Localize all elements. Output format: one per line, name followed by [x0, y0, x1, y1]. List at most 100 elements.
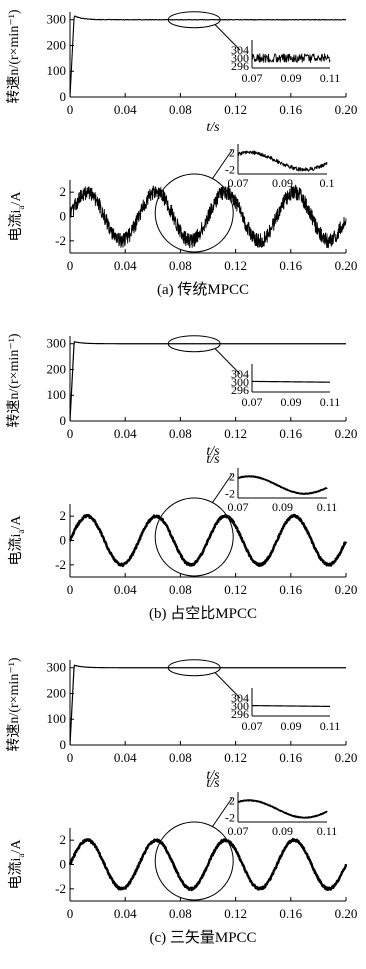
speed-zoom-ellipse: [167, 11, 221, 29]
current-y-axis-title: 电流ia/A: [8, 839, 26, 890]
current-y-tick-label: 2: [60, 184, 67, 199]
current-inset-y-tick-label: 2: [229, 793, 235, 807]
current-x-tick-label: 0.08: [169, 258, 192, 273]
current-y-axis-title: 电流ia/A: [8, 515, 26, 566]
panel-caption: (c) 三矢量MPCC: [149, 929, 256, 946]
current-x-tick-label: 0: [67, 258, 74, 273]
current-x-tick-label: 0.20: [335, 582, 358, 597]
current-y-axis-title-unit: /A: [9, 515, 24, 530]
current-zoom-leader: [211, 149, 233, 180]
speed-x-tick-label: 0.12: [224, 750, 247, 765]
current-y-tick-label: -2: [55, 881, 66, 896]
current-y-axis-title-unit: /A: [9, 839, 24, 854]
speed-inset-x-tick-label: 0.09: [281, 719, 302, 733]
speed-y-tick-label: 300: [47, 12, 67, 27]
current-inset-trace: [237, 150, 328, 172]
speed-x-tick-label: 0.20: [335, 102, 358, 117]
current-zoom-circle: [154, 821, 234, 901]
current-inset-y-tick-label: -2: [225, 487, 235, 501]
speed-y-tick-label: 100: [47, 387, 67, 402]
current-inset-y-tick-label: -2: [225, 811, 235, 825]
current-trace: [69, 184, 347, 249]
speed-x-axis-title: t/s: [206, 768, 220, 783]
speed-inset-y-tick-label: 300: [231, 51, 249, 65]
current-x-tick-label: 0.04: [114, 582, 137, 597]
current-x-tick-label: 0.16: [279, 258, 302, 273]
current-x-tick-label: 0.08: [169, 582, 192, 597]
panel-caption: (a) 传统MPCC: [157, 281, 249, 298]
speed-y-axis-title: 转速n/(r×min⁻¹): [6, 333, 22, 427]
current-x-tick-label: 0.16: [279, 582, 302, 597]
current-x-tick-label: 0.04: [114, 258, 137, 273]
current-y-tick-label: -2: [55, 233, 66, 248]
current-inset-x-axis-title: t/s: [206, 452, 220, 467]
current-y-axis-title-main: 电流i: [8, 533, 24, 565]
speed-inset-x-tick-label: 0.07: [242, 719, 263, 733]
current-x-tick-label: 0.12: [224, 582, 247, 597]
current-y-tick-label: 0: [60, 857, 67, 872]
speed-inset-y-tick-label: 304: [231, 691, 249, 705]
current-zoom-circle: [154, 173, 234, 253]
current-x-tick-label: 0.12: [224, 906, 247, 921]
current-y-tick-label: 2: [60, 508, 67, 523]
current-inset-x-tick-label: 0.09: [272, 176, 293, 190]
speed-inset-y-tick-label: 300: [231, 375, 249, 389]
speed-y-tick-label: 0: [60, 89, 67, 104]
speed-inset-y-tick-label: 300: [231, 699, 249, 713]
current-x-tick-label: 0.04: [114, 906, 137, 921]
current-x-tick-label: 0: [67, 906, 74, 921]
speed-x-axis-title: t/s: [206, 444, 220, 459]
current-y-axis-title-unit: /A: [9, 191, 24, 206]
current-y-axis-title: 电流ia/A: [8, 191, 26, 242]
current-y-axis-title-sub: a: [16, 854, 26, 858]
speed-y-tick-label: 100: [47, 711, 67, 726]
speed-trace: [69, 341, 347, 422]
speed-x-tick-label: 0: [67, 102, 74, 117]
speed-inset-x-tick-label: 0.11: [320, 395, 341, 409]
speed-y-tick-label: 300: [47, 336, 67, 351]
current-inset-x-tick-label: 0.09: [272, 500, 293, 514]
current-inset-x-tick-label: 0.1: [320, 176, 335, 190]
speed-zoom-ellipse: [167, 335, 221, 353]
current-inset-y-tick-label: 2: [229, 469, 235, 483]
speed-x-tick-label: 0.12: [224, 102, 247, 117]
speed-inset-x-tick-label: 0.07: [242, 395, 263, 409]
speed-y-tick-label: 100: [47, 63, 67, 78]
current-trace: [68, 838, 348, 892]
current-y-axis-title-sub: a: [16, 530, 26, 534]
speed-zoom-leader: [214, 24, 241, 51]
current-x-tick-label: 0.16: [279, 906, 302, 921]
speed-x-tick-label: 0.08: [169, 426, 192, 441]
current-inset-trace: [237, 799, 328, 819]
speed-inset-y-tick-label: 304: [231, 43, 249, 57]
speed-zoom-leader: [214, 348, 241, 375]
speed-inset-y-tick-label: 304: [231, 367, 249, 381]
speed-y-tick-label: 0: [60, 737, 67, 752]
current-x-tick-label: 0.20: [335, 258, 358, 273]
speed-y-axis-title: 转速n/(r×min⁻¹): [6, 657, 22, 751]
speed-zoom-leader: [214, 672, 241, 699]
speed-inset-trace: [251, 380, 331, 383]
current-y-tick-label: 0: [60, 533, 67, 548]
current-y-axis-title-main: 电流i: [8, 857, 24, 889]
current-y-tick-label: -2: [55, 557, 66, 572]
current-inset-x-tick-label: 0.07: [228, 500, 249, 514]
speed-inset-x-tick-label: 0.09: [281, 395, 302, 409]
speed-x-tick-label: 0.16: [279, 102, 302, 117]
speed-trace: [69, 15, 347, 98]
speed-trace: [69, 664, 347, 746]
speed-x-axis-title: t/s: [206, 120, 220, 135]
speed-x-tick-label: 0.16: [279, 750, 302, 765]
current-zoom-leader: [211, 797, 233, 828]
current-inset-y-tick-label: 2: [229, 145, 235, 159]
speed-y-tick-label: 200: [47, 37, 67, 52]
speed-x-tick-label: 0: [67, 426, 74, 441]
current-x-tick-label: 0: [67, 582, 74, 597]
current-inset-x-tick-label: 0.11: [317, 824, 338, 838]
current-trace: [69, 513, 348, 568]
current-y-tick-label: 0: [60, 209, 67, 224]
current-x-tick-label: 0.12: [224, 258, 247, 273]
speed-x-tick-label: 0.04: [114, 750, 137, 765]
